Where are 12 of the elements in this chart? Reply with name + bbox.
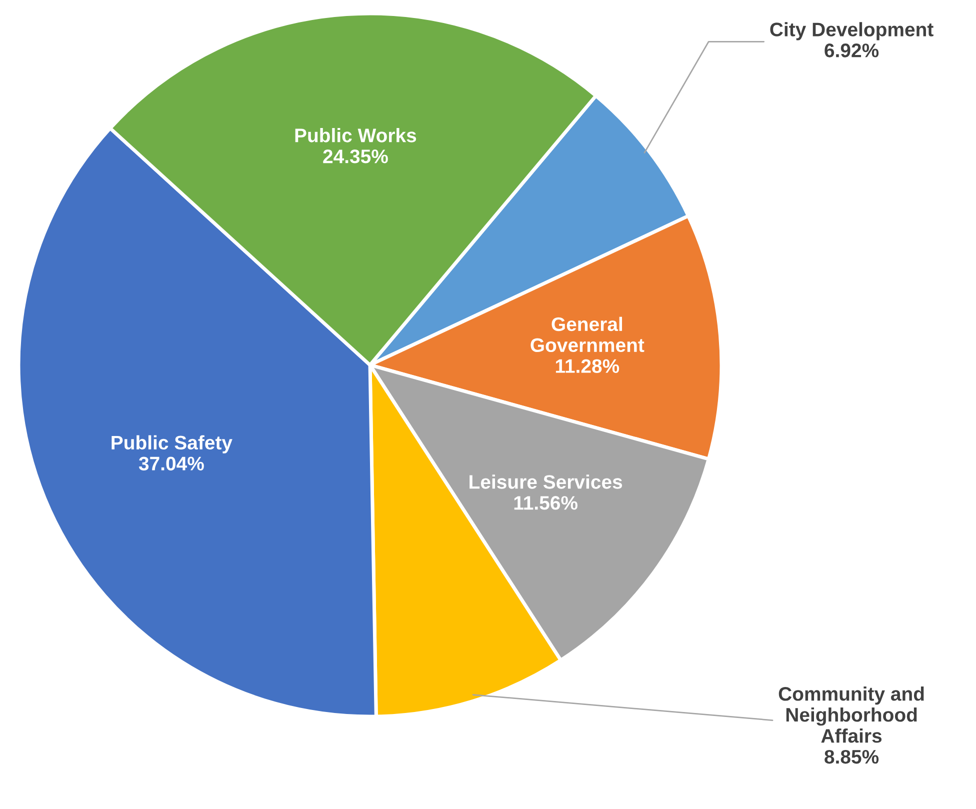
slice-label: City Development bbox=[770, 22, 934, 40]
data-label: 11.56% bbox=[514, 496, 578, 510]
slice-label: Leisure Services bbox=[470, 474, 622, 489]
slice-label: Public Works bbox=[295, 128, 416, 142]
slice-label: General Government bbox=[530, 316, 644, 352]
slice-label: Community and Neighborhood Affairs bbox=[778, 686, 924, 743]
data-label: 6.92% bbox=[824, 44, 879, 58]
data-label: 37.04% bbox=[138, 456, 204, 471]
data-label: 8.85% bbox=[824, 750, 879, 764]
slice-label: Public Safety bbox=[112, 435, 232, 454]
data-label: 11.28% bbox=[556, 359, 620, 373]
data-label: 24.35% bbox=[323, 149, 388, 164]
